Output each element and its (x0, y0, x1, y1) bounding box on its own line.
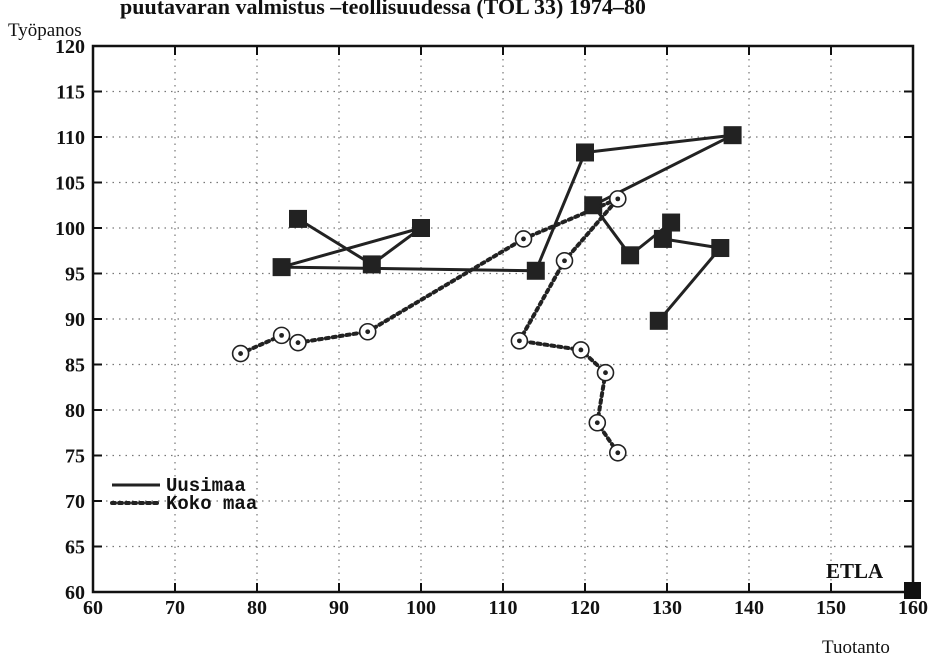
point-koko-maa (555, 251, 574, 270)
x-tick-label: 70 (165, 597, 185, 619)
y-tick-label: 90 (65, 309, 85, 331)
x-axis-label: Tuotanto (822, 637, 890, 658)
etla-annotation: ETLA (826, 559, 884, 583)
point-koko-maa (608, 443, 627, 462)
point-center (365, 329, 371, 335)
y-tick-label: 110 (56, 127, 85, 149)
point-koko-maa (514, 230, 533, 248)
y-tick-label: 95 (65, 264, 85, 286)
point-uusimaa (272, 258, 291, 277)
y-tick-label: 75 (65, 446, 85, 468)
point-koko-maa (510, 332, 529, 350)
point-koko-maa (358, 322, 377, 341)
point-center (521, 236, 526, 242)
point-uusimaa (711, 239, 730, 258)
x-tick-label: 100 (406, 597, 436, 619)
point-center (238, 351, 244, 356)
point-koko-maa (596, 363, 615, 382)
point-koko-maa (608, 190, 627, 208)
point-koko-maa (588, 413, 607, 432)
point-uusimaa (723, 126, 742, 145)
point-uusimaa (526, 261, 545, 280)
x-tick-label: 80 (247, 597, 267, 619)
legend-label-uusimaa: Uusimaa (166, 475, 246, 497)
point-center (594, 420, 600, 426)
grid (93, 46, 913, 592)
x-tick-label: 110 (489, 597, 518, 619)
point-uusimaa (576, 143, 594, 162)
legend-label-koko-maa: Koko maa (166, 493, 257, 515)
point-koko-maa (289, 333, 307, 352)
point-koko-maa (231, 344, 250, 363)
y-tick-label: 60 (65, 582, 85, 604)
y-axis-label: Työpanos (8, 20, 82, 41)
point-uusimaa (362, 255, 381, 274)
point-center (562, 258, 567, 264)
y-tick-label: 105 (55, 173, 85, 195)
y-tick-label: 115 (56, 82, 85, 104)
x-tick-label: 90 (329, 597, 349, 619)
x-tick-label: 140 (734, 597, 764, 619)
x-tick-label: 60 (83, 597, 103, 619)
y-tick-label: 70 (65, 491, 85, 513)
y-tick-label: 120 (55, 36, 85, 58)
point-center (615, 196, 621, 202)
x-tick-label: 130 (652, 597, 682, 619)
point-center (517, 338, 522, 344)
x-tick-label: 160 (898, 597, 928, 619)
series-layer (231, 126, 742, 462)
point-uusimaa (621, 246, 640, 265)
corner-marker (904, 582, 921, 599)
point-center (603, 370, 608, 376)
point-koko-maa (272, 326, 291, 345)
x-tick-label: 120 (570, 597, 600, 619)
chart-title: puutavaran valmistus –teollisuudessa (TO… (120, 0, 646, 19)
x-tick-label: 150 (816, 597, 846, 619)
point-center (279, 332, 284, 338)
point-uusimaa (289, 209, 307, 228)
point-uusimaa (653, 229, 672, 248)
y-tick-label: 65 (65, 537, 85, 559)
y-tick-label: 80 (65, 400, 85, 422)
point-uusimaa (662, 213, 681, 232)
point-center (295, 340, 301, 346)
axis-ticks: 60 70 80 90 100 110 120 130 140 150 160 60 65 70 75 80 8… (55, 36, 928, 619)
point-uusimaa (649, 311, 668, 330)
y-tick-label: 100 (55, 218, 85, 240)
point-koko-maa (572, 341, 590, 359)
y-tick-label: 85 (65, 355, 85, 377)
point-uusimaa (412, 219, 430, 237)
point-center (615, 450, 621, 456)
plot-frame (91, 44, 915, 594)
point-center (578, 347, 584, 353)
